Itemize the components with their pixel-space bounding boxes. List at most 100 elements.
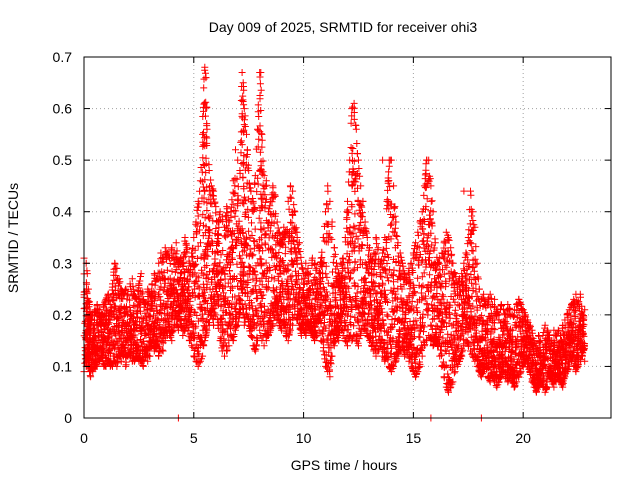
data-point	[137, 273, 144, 280]
data-point	[150, 307, 158, 315]
data-point	[201, 99, 209, 107]
data-point	[268, 308, 276, 316]
data-point	[286, 193, 294, 201]
data-point	[325, 230, 333, 237]
data-point	[321, 237, 329, 245]
data-point	[322, 288, 330, 296]
data-point	[188, 321, 196, 329]
data-point	[226, 267, 233, 275]
data-point	[235, 217, 243, 225]
data-point	[139, 288, 147, 296]
data-point	[299, 265, 307, 273]
data-point	[366, 286, 373, 294]
data-point	[204, 274, 212, 282]
data-point	[364, 268, 372, 276]
data-point	[244, 276, 252, 284]
data-point	[83, 288, 91, 296]
data-point	[107, 331, 115, 339]
data-point	[354, 318, 362, 326]
data-point	[254, 126, 262, 134]
data-point	[233, 175, 241, 183]
data-point	[285, 309, 293, 316]
data-point	[448, 250, 456, 258]
data-point	[273, 285, 281, 293]
data-point	[450, 269, 458, 276]
data-point	[238, 160, 246, 167]
data-point	[268, 246, 276, 254]
data-point	[384, 312, 392, 320]
data-point	[227, 283, 235, 291]
data-point	[185, 277, 193, 285]
data-point	[102, 305, 110, 313]
data-point	[453, 312, 461, 320]
data-point	[126, 296, 134, 304]
data-point	[220, 289, 228, 297]
data-point	[272, 210, 280, 218]
data-point	[143, 316, 151, 324]
data-point	[241, 196, 249, 204]
data-point	[352, 293, 360, 300]
data-point	[204, 227, 212, 234]
data-point	[239, 248, 247, 256]
data-point	[367, 298, 374, 306]
data-point	[265, 205, 273, 213]
data-point	[350, 265, 358, 273]
data-point	[329, 268, 336, 276]
data-point	[358, 209, 366, 217]
data-point	[99, 329, 107, 336]
data-point	[338, 318, 346, 326]
data-point	[127, 306, 134, 314]
data-point	[437, 284, 445, 292]
data-point	[199, 314, 207, 322]
data-point	[419, 282, 427, 290]
data-point	[163, 266, 171, 274]
data-point	[192, 322, 200, 330]
data-point	[239, 229, 247, 237]
data-point	[366, 302, 374, 310]
data-point	[148, 304, 156, 312]
data-point	[180, 259, 188, 267]
data-point	[205, 241, 213, 249]
data-point	[348, 203, 356, 211]
data-point	[259, 168, 267, 176]
data-point	[224, 330, 232, 338]
data-point	[200, 194, 208, 202]
data-point	[248, 252, 256, 260]
data-point	[217, 251, 225, 259]
data-point	[232, 322, 240, 330]
data-point	[326, 356, 334, 364]
data-point	[359, 294, 367, 302]
data-point	[222, 293, 230, 301]
data-point	[233, 241, 241, 249]
data-point	[414, 274, 422, 282]
data-point	[156, 321, 164, 329]
data-point	[320, 259, 328, 266]
data-point	[311, 306, 319, 314]
data-point	[244, 213, 252, 221]
data-point	[356, 256, 364, 264]
data-point	[249, 251, 257, 259]
data-point	[298, 275, 306, 283]
data-point	[344, 326, 352, 334]
data-point	[234, 318, 242, 326]
data-point	[351, 210, 359, 218]
data-point	[467, 271, 475, 278]
data-point	[257, 292, 265, 300]
data-point	[292, 281, 299, 288]
data-point	[216, 316, 224, 323]
data-point	[420, 269, 428, 277]
data-point	[373, 240, 381, 248]
data-point	[117, 313, 125, 321]
data-point	[240, 86, 248, 94]
data-point	[225, 227, 233, 235]
data-point	[327, 360, 335, 368]
data-point	[136, 277, 144, 285]
data-point	[241, 123, 249, 130]
data-point	[220, 335, 228, 343]
data-point	[257, 255, 265, 263]
data-point	[287, 194, 295, 202]
data-point	[229, 188, 237, 196]
data-point	[241, 300, 249, 308]
data-point	[224, 224, 232, 232]
data-point	[233, 275, 241, 282]
